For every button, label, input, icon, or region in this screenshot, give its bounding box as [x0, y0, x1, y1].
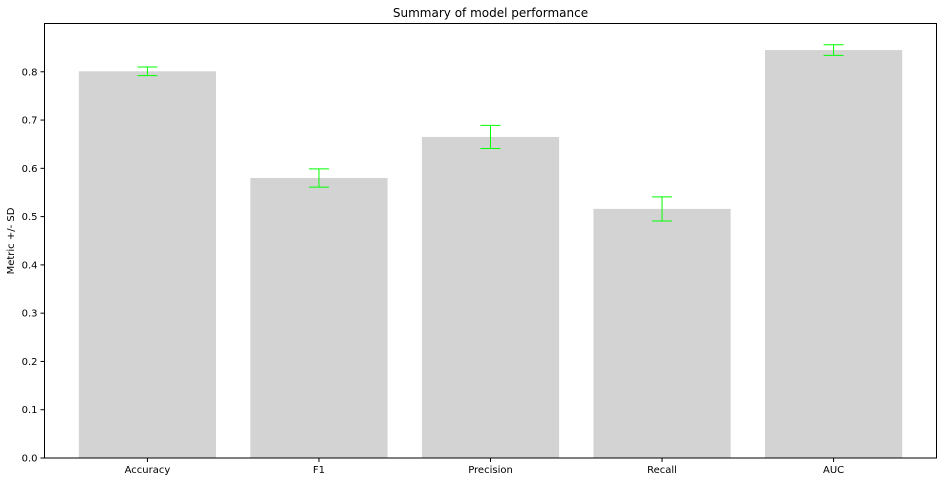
- x-tick-label: AUC: [823, 465, 844, 476]
- y-tick-label: 0.1: [22, 405, 38, 416]
- y-tick-label: 0.0: [22, 454, 38, 465]
- bar-f1: [250, 177, 388, 459]
- bar-precision: [421, 136, 560, 458]
- y-tick-label: 0.2: [22, 357, 38, 368]
- y-tick-label: 0.7: [22, 116, 38, 127]
- y-tick-label: 0.5: [22, 212, 38, 223]
- plot-area: 0.0 0.1 0.2 0.3 0.4 0.5 0.6 0.7 0.8 Accuracy F1 Pre…: [22, 44, 903, 476]
- plot-frame: [44, 23, 937, 459]
- y-axis-label: Metric +/- SD: [6, 207, 17, 274]
- x-tick-label: Recall: [647, 465, 677, 476]
- y-tick-label: 0.4: [22, 260, 38, 271]
- y-tick-label: 0.6: [22, 164, 38, 175]
- y-tick-label: 0.3: [22, 309, 38, 320]
- bar-auc: [764, 50, 903, 459]
- x-tick-label: F1: [313, 465, 325, 476]
- chart-title: Summary of model performance: [393, 6, 588, 20]
- bar-recall: [593, 208, 731, 458]
- x-tick-label: Accuracy: [125, 465, 171, 476]
- bar-accuracy: [78, 71, 217, 459]
- x-tick-label: Precision: [468, 465, 513, 476]
- y-tick-label: 0.8: [22, 67, 38, 78]
